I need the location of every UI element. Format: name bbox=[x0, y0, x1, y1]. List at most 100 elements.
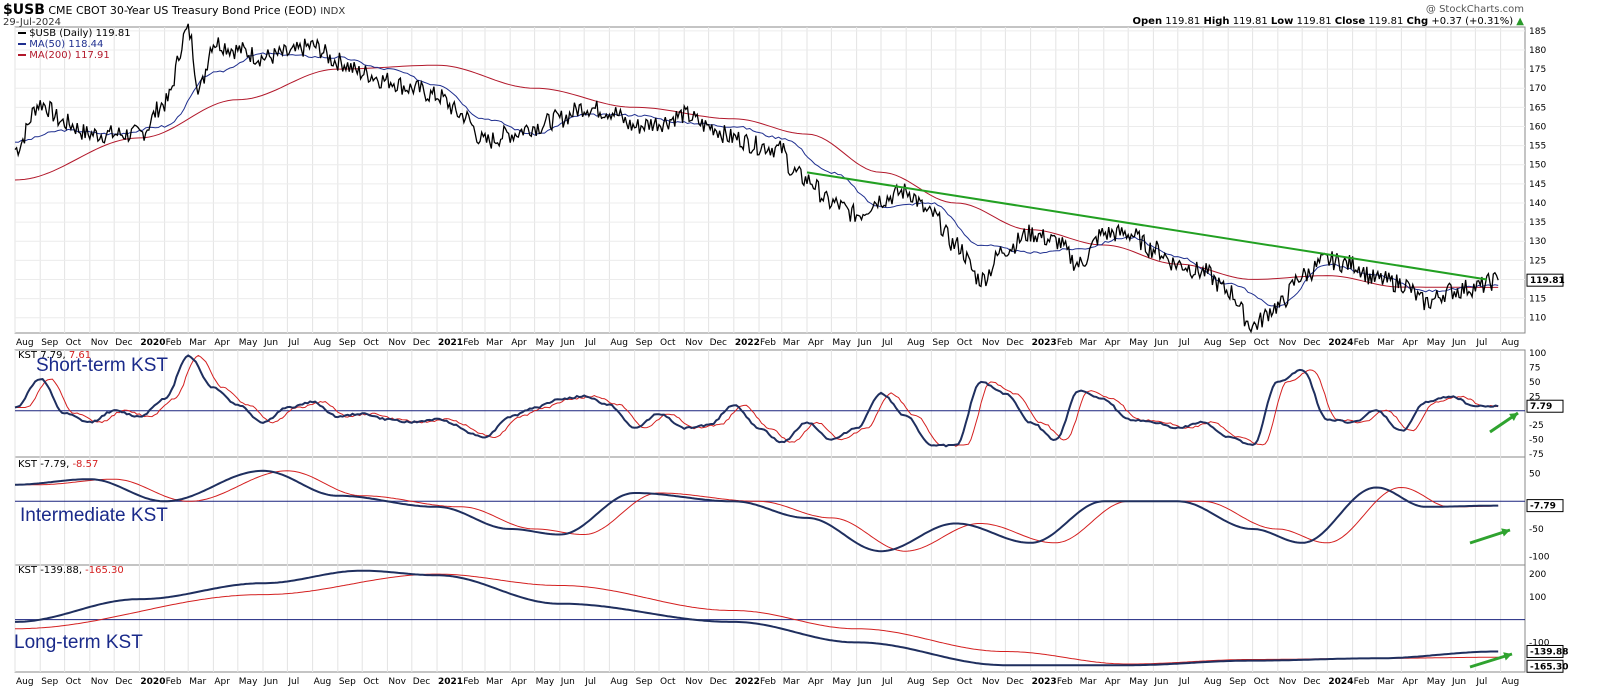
month-tick-label: Nov bbox=[685, 338, 703, 348]
kst-last-value-3: -165.30 bbox=[1530, 662, 1568, 672]
kst-line-3 bbox=[15, 569, 1499, 667]
month-tick-label-bottom: Apr bbox=[214, 677, 230, 687]
kst-tick-label-1: 50 bbox=[1529, 378, 1541, 388]
month-tick-label-bottom: Jul bbox=[1475, 677, 1487, 687]
month-tick-label-bottom: Sep bbox=[41, 677, 58, 687]
ma200-line bbox=[14, 64, 1499, 288]
month-tick-label-bottom: Dec bbox=[710, 677, 727, 687]
panel-frame-3 bbox=[14, 564, 1526, 673]
exchange-label: INDX bbox=[320, 6, 346, 17]
month-tick-label-bottom: Apr bbox=[808, 677, 824, 687]
month-tick-label: Jul bbox=[287, 338, 299, 348]
price-tick-label: 110 bbox=[1529, 314, 1546, 324]
month-tick-label: 2023 bbox=[1032, 338, 1057, 348]
kst-tick-label-1: 25 bbox=[1529, 392, 1540, 402]
kst-long-value: -139.88 bbox=[40, 565, 79, 576]
month-tick-label-bottom: Mar bbox=[1080, 677, 1097, 687]
legend-price-value: 119.81 bbox=[95, 28, 131, 39]
ohlc-readout: Open 119.81 High 119.81 Low 119.81 Close… bbox=[1133, 16, 1524, 27]
month-tick-label-bottom: Nov bbox=[388, 677, 406, 687]
month-tick-label: Nov bbox=[982, 338, 1000, 348]
month-tick-label-bottom: Mar bbox=[1377, 677, 1394, 687]
chart-title: $USB CME CBOT 30-Year US Treasury Bond P… bbox=[3, 2, 345, 18]
month-tick-label: 2022 bbox=[735, 338, 760, 348]
legend-kst-long: KST -139.88, -165.30 bbox=[18, 565, 124, 576]
ticker-symbol: $USB bbox=[3, 2, 45, 18]
chg-label: Chg bbox=[1406, 16, 1429, 27]
month-tick-label: Sep bbox=[339, 338, 356, 348]
month-tick-label: Apr bbox=[1402, 338, 1418, 348]
short-term-kst-label: Short-term KST bbox=[36, 355, 168, 376]
month-tick-label-bottom: Oct bbox=[660, 677, 676, 687]
kst-tick-label-1: -75 bbox=[1529, 450, 1544, 460]
low-label: Low bbox=[1270, 16, 1294, 27]
legend-ma50: MA(50) 118.44 bbox=[18, 39, 103, 50]
ma50-line bbox=[14, 52, 1499, 308]
month-tick-label: Oct bbox=[66, 338, 82, 348]
high-value: 119.81 bbox=[1232, 16, 1268, 27]
long-kst-arrow-head bbox=[1503, 652, 1512, 661]
month-tick-label-bottom: May bbox=[1427, 677, 1446, 687]
kst-last-value-2: -7.79 bbox=[1530, 502, 1556, 512]
month-tick-label-bottom: Aug bbox=[1204, 677, 1222, 687]
month-tick-label: Nov bbox=[91, 338, 109, 348]
kst-int-signal-value: -8.57 bbox=[72, 459, 99, 470]
month-tick-label: Sep bbox=[41, 338, 58, 348]
month-tick-label: Oct bbox=[957, 338, 973, 348]
month-tick-label-bottom: Sep bbox=[339, 677, 356, 687]
short-kst-arrow-head bbox=[1509, 413, 1518, 422]
kst-tick-label-3: 200 bbox=[1529, 570, 1546, 580]
month-tick-label: Mar bbox=[1080, 338, 1097, 348]
month-tick-label: 2021 bbox=[438, 338, 463, 348]
open-value: 119.81 bbox=[1165, 16, 1201, 27]
legend-price-name: $USB (Daily) bbox=[29, 28, 93, 39]
month-tick-label: Oct bbox=[363, 338, 379, 348]
month-tick-label-bottom: Feb bbox=[1057, 677, 1073, 687]
month-tick-label: Sep bbox=[932, 338, 949, 348]
legend-ma200: MA(200) 117.91 bbox=[18, 50, 110, 61]
close-label: Close bbox=[1334, 16, 1366, 27]
month-tick-label-bottom: Oct bbox=[66, 677, 82, 687]
month-tick-label: Apr bbox=[808, 338, 824, 348]
kst-line-1 bbox=[14, 354, 1499, 448]
month-tick-label-bottom: Feb bbox=[463, 677, 479, 687]
month-tick-label-bottom: May bbox=[536, 677, 555, 687]
month-tick-label: Feb bbox=[1354, 338, 1370, 348]
price-tick-label: 160 bbox=[1529, 122, 1546, 132]
kst-int-value: -7.79 bbox=[40, 459, 67, 470]
month-tick-label-bottom: Nov bbox=[91, 677, 109, 687]
month-tick-label: Jul bbox=[1475, 338, 1487, 348]
month-tick-label: Feb bbox=[166, 338, 182, 348]
kst-tick-label-1: -25 bbox=[1529, 421, 1544, 431]
month-tick-label-bottom: Dec bbox=[1303, 677, 1320, 687]
kst-tick-label-3: -100 bbox=[1529, 638, 1550, 648]
close-value: 119.81 bbox=[1368, 16, 1404, 27]
month-tick-label-bottom: Jul bbox=[1178, 677, 1190, 687]
month-tick-label-bottom: Sep bbox=[1229, 677, 1246, 687]
month-tick-label: Oct bbox=[1254, 338, 1270, 348]
legend-ma50-name: MA(50) bbox=[29, 39, 66, 50]
month-tick-label: Feb bbox=[760, 338, 776, 348]
kst-last-value-3: -139.88 bbox=[1530, 647, 1568, 657]
month-tick-label: May bbox=[1427, 338, 1446, 348]
kst-signal-line-2 bbox=[15, 470, 1499, 552]
month-tick-label-bottom: May bbox=[1129, 677, 1148, 687]
price-tick-label: 115 bbox=[1529, 295, 1546, 305]
kst-short-value: 7.79 bbox=[40, 350, 63, 361]
month-tick-label: Nov bbox=[388, 338, 406, 348]
legend-ma200-value: 117.91 bbox=[74, 50, 110, 61]
price-last-value-box bbox=[1526, 273, 1564, 287]
month-tick-label: May bbox=[536, 338, 555, 348]
panel-frame-0 bbox=[14, 26, 1526, 334]
month-tick-label: May bbox=[1129, 338, 1148, 348]
month-tick-label: Jun bbox=[1153, 338, 1168, 348]
month-tick-label-bottom: Mar bbox=[486, 677, 503, 687]
kst-last-value-3-box bbox=[1526, 659, 1564, 673]
month-tick-label-bottom: Jul bbox=[881, 677, 893, 687]
month-tick-label: Feb bbox=[463, 338, 479, 348]
kst-last-value-3-box bbox=[1526, 644, 1564, 658]
month-tick-label-bottom: Sep bbox=[636, 677, 653, 687]
kst-short-name: KST bbox=[18, 350, 38, 361]
price-tick-label: 150 bbox=[1529, 161, 1546, 171]
